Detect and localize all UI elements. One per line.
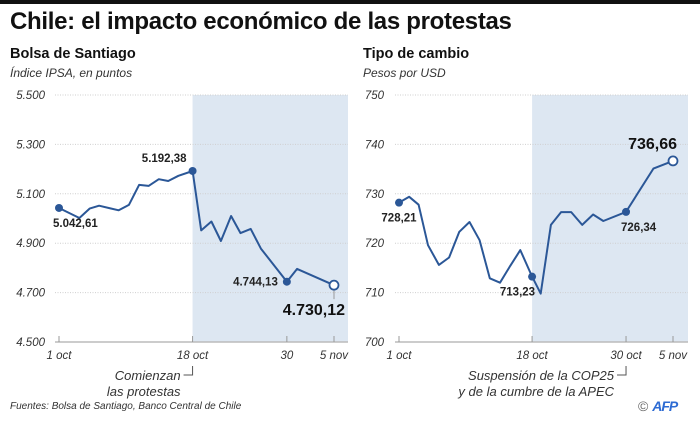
chart-left-annotation-text: las protestas xyxy=(107,384,181,399)
chart-right-annotation-leader xyxy=(617,366,627,376)
chart-left-ytick-label: 5.300 xyxy=(16,139,45,151)
chart-right-ytick-label: 750 xyxy=(365,90,385,102)
chart-right-xtick-label: 5 nov xyxy=(659,350,688,362)
chart-left-point-marker xyxy=(55,203,63,212)
chart-left-ytick-label: 4.700 xyxy=(16,288,45,300)
chart-left-point-marker xyxy=(282,277,291,286)
top-bar xyxy=(0,0,700,4)
chart-left-annotation-leader xyxy=(183,366,194,376)
chart-right-data-label: 736,66 xyxy=(628,136,677,153)
chart-left-title: Bolsa de Santiago xyxy=(10,46,136,62)
chart-right-data-label: 728,21 xyxy=(381,213,417,225)
chart-right-annotation-text: y de la cumbre de la APEC xyxy=(457,384,614,399)
afp-logo: AFP xyxy=(652,398,678,414)
chart-left-annotation-text: Comienzan xyxy=(115,368,181,383)
chart-right-subtitle: Pesos por USD xyxy=(363,66,446,80)
chart-left-ytick-label: 4.900 xyxy=(16,238,45,250)
chart-right-title: Tipo de cambio xyxy=(363,46,470,62)
chart-left-shaded-period xyxy=(192,95,348,342)
copyright-icon: © xyxy=(638,398,649,414)
page-title: Chile: el impacto económico de las prote… xyxy=(10,8,512,35)
afp-credit: © AFP xyxy=(638,398,678,414)
chart-right-data-label: 713,23 xyxy=(500,287,535,299)
chart-left-data-label: 5.042,61 xyxy=(53,218,98,230)
chart-left-xtick-label: 1 oct xyxy=(47,350,73,362)
chart-right-xtick-label: 18 oct xyxy=(516,350,548,362)
chart-right-point-marker xyxy=(622,207,631,216)
chart-right-point-marker xyxy=(395,198,403,207)
chart-left-ytick-label: 5.100 xyxy=(16,189,45,201)
chart-right-point-marker xyxy=(528,272,537,281)
chart-left-xtick-label: 30 xyxy=(280,350,293,362)
chart-right-endpoint-marker xyxy=(667,155,679,167)
chart-left-endpoint-marker xyxy=(328,279,340,291)
chart-right-ytick-label: 700 xyxy=(365,337,385,349)
chart-left-series-line xyxy=(58,170,335,287)
chart-left-data-label: 4.730,12 xyxy=(283,302,345,319)
chart-left-ytick-label: 4.500 xyxy=(16,337,45,349)
chart-right-ytick-label: 710 xyxy=(365,288,385,300)
chart-right-ytick-label: 720 xyxy=(365,238,385,250)
chart-left-xtick-label: 5 nov xyxy=(320,350,349,362)
chart-left-point-marker xyxy=(188,166,197,175)
source-note: Fuentes: Bolsa de Santiago, Banco Centra… xyxy=(10,401,242,412)
chart-left-data-label: 5.192,38 xyxy=(142,153,187,165)
chart-right-ytick-label: 740 xyxy=(365,139,385,151)
chart-left-ytick-label: 5.500 xyxy=(16,90,45,102)
chart-right-xtick-label: 1 oct xyxy=(387,350,413,362)
chart-left-data-label: 4.744,13 xyxy=(233,277,278,289)
chart-left-xtick-label: 18 oct xyxy=(177,350,209,362)
chart-right-xtick-label: 30 oct xyxy=(610,350,642,362)
chart-left-subtitle: Índice IPSA, en puntos xyxy=(10,66,133,80)
chart-right-ytick-label: 730 xyxy=(365,189,385,201)
chart-right-series-line xyxy=(398,159,674,295)
chart-right-annotation-text: Suspensión de la COP25 xyxy=(468,368,615,383)
chart-right-data-label: 726,34 xyxy=(621,222,657,234)
